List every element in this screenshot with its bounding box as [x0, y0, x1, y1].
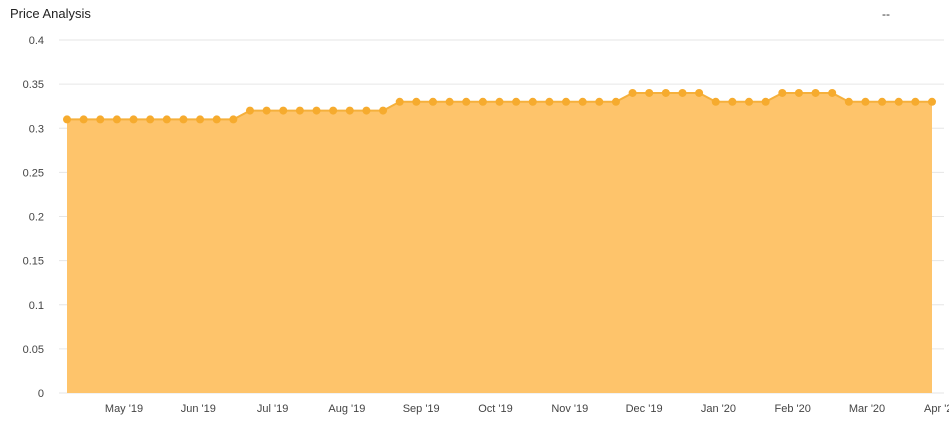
data-point[interactable]	[745, 97, 754, 106]
data-point[interactable]	[528, 97, 537, 106]
data-point[interactable]	[545, 97, 554, 106]
data-point[interactable]	[611, 97, 620, 106]
data-point[interactable]	[362, 106, 371, 115]
data-point[interactable]	[79, 115, 88, 124]
data-point[interactable]	[828, 88, 837, 97]
y-tick-label: 0.15	[23, 256, 44, 268]
x-tick-label: Jun '19	[181, 403, 216, 415]
data-point[interactable]	[462, 97, 471, 106]
data-point[interactable]	[928, 97, 936, 106]
x-tick-label: Nov '19	[551, 403, 588, 415]
y-tick-label: 0.1	[29, 300, 44, 312]
data-point[interactable]	[379, 106, 388, 115]
data-point[interactable]	[395, 97, 404, 106]
area-fill	[67, 92, 932, 393]
data-point[interactable]	[495, 97, 504, 106]
data-point[interactable]	[711, 97, 720, 106]
data-point[interactable]	[794, 88, 803, 97]
data-point[interactable]	[295, 106, 304, 115]
x-tick-label: Mar '20	[849, 403, 885, 415]
data-point[interactable]	[894, 97, 903, 106]
x-tick-label: Sep '19	[403, 403, 440, 415]
x-tick-label: Jul '19	[257, 403, 288, 415]
y-tick-label: 0.3	[29, 123, 44, 135]
data-point[interactable]	[212, 115, 221, 124]
data-point[interactable]	[63, 115, 71, 124]
data-point[interactable]	[96, 115, 105, 124]
data-point[interactable]	[279, 106, 288, 115]
data-point[interactable]	[778, 88, 787, 97]
x-tick-label: Oct '19	[478, 403, 513, 415]
data-point[interactable]	[861, 97, 870, 106]
data-point[interactable]	[146, 115, 155, 124]
x-axis-labels: May '19 Jun '19 Jul '19 Aug '19 Sep '19 Oct '…	[105, 403, 949, 415]
x-tick-label: May '19	[105, 403, 143, 415]
data-point[interactable]	[645, 88, 654, 97]
data-point[interactable]	[844, 97, 853, 106]
data-point[interactable]	[345, 106, 354, 115]
data-point[interactable]	[196, 115, 205, 124]
data-point[interactable]	[578, 97, 587, 106]
x-tick-label: Aug '19	[328, 403, 365, 415]
data-point[interactable]	[412, 97, 421, 106]
data-point[interactable]	[878, 97, 887, 106]
data-point[interactable]	[262, 106, 271, 115]
data-point[interactable]	[661, 88, 670, 97]
data-point[interactable]	[811, 88, 820, 97]
data-point[interactable]	[428, 97, 437, 106]
y-tick-label: 0.4	[29, 35, 44, 47]
x-tick-label: Dec '19	[626, 403, 663, 415]
data-point[interactable]	[229, 115, 238, 124]
y-tick-label: 0	[38, 388, 44, 400]
data-point[interactable]	[678, 88, 687, 97]
y-tick-label: 0.25	[23, 167, 44, 179]
data-point[interactable]	[911, 97, 920, 106]
data-point[interactable]	[245, 106, 254, 115]
data-point[interactable]	[562, 97, 571, 106]
data-point[interactable]	[179, 115, 188, 124]
data-point[interactable]	[761, 97, 770, 106]
data-point[interactable]	[478, 97, 487, 106]
y-axis-labels: 0 0.05 0.1 0.15 0.2 0.25 0.3 0.35 0.4	[23, 35, 44, 400]
x-tick-label: Jan '20	[701, 403, 736, 415]
y-tick-label: 0.35	[23, 79, 44, 91]
data-point[interactable]	[329, 106, 338, 115]
data-point[interactable]	[312, 106, 321, 115]
data-point[interactable]	[595, 97, 604, 106]
y-tick-label: 0.2	[29, 212, 44, 224]
x-tick-label: Feb '20	[775, 403, 811, 415]
data-point[interactable]	[162, 115, 171, 124]
data-point[interactable]	[695, 88, 704, 97]
plot-area	[63, 88, 936, 393]
status-text: --	[882, 7, 890, 21]
data-point[interactable]	[512, 97, 521, 106]
y-tick-label: 0.05	[23, 344, 44, 356]
data-point[interactable]	[445, 97, 454, 106]
x-tick-label: Apr '20	[924, 403, 949, 415]
chart-title: Price Analysis	[10, 6, 91, 21]
data-point[interactable]	[728, 97, 737, 106]
data-point[interactable]	[112, 115, 121, 124]
data-point[interactable]	[628, 88, 637, 97]
data-point[interactable]	[129, 115, 138, 124]
